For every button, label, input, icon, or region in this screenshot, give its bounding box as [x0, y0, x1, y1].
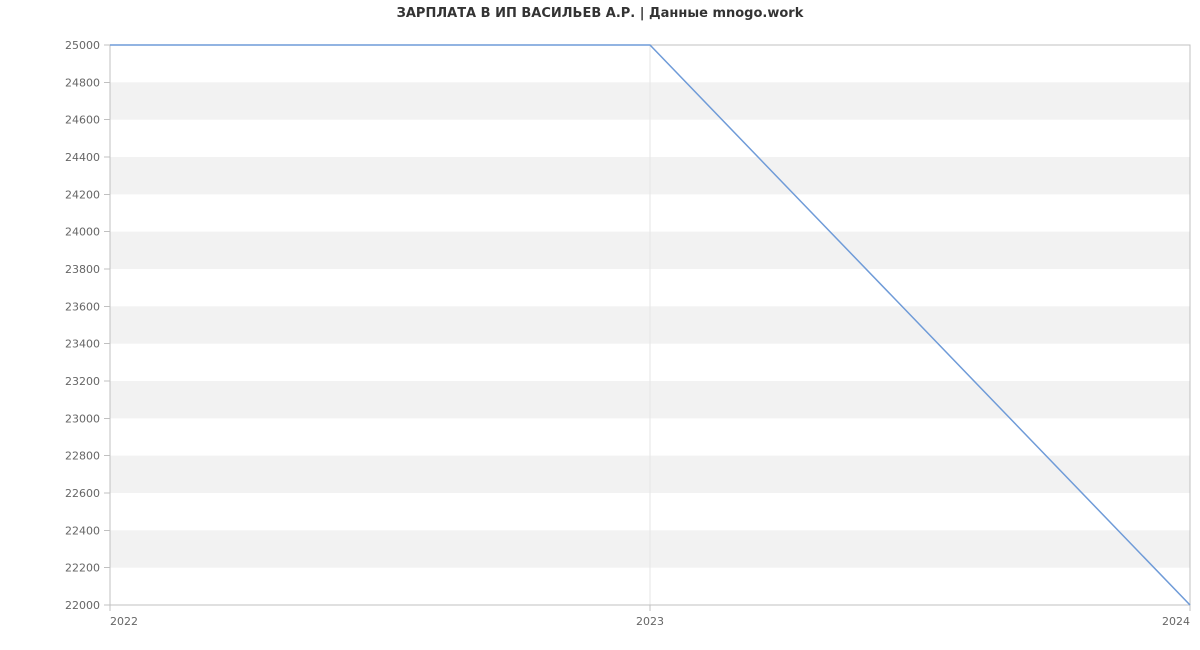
xtick-label: 2024 — [1162, 615, 1190, 628]
ytick-label: 24600 — [65, 114, 100, 127]
ytick-label: 22800 — [65, 450, 100, 463]
ytick-label: 22000 — [65, 599, 100, 612]
ytick-label: 24200 — [65, 188, 100, 201]
ytick-label: 24400 — [65, 151, 100, 164]
ytick-label: 22200 — [65, 562, 100, 575]
ytick-label: 24000 — [65, 226, 100, 239]
ytick-label: 23200 — [65, 375, 100, 388]
chart-title: ЗАРПЛАТА В ИП ВАСИЛЬЕВ А.Р. | Данные mno… — [0, 6, 1200, 21]
ytick-label: 22600 — [65, 487, 100, 500]
xtick-label: 2023 — [636, 615, 664, 628]
xtick-label: 2022 — [110, 615, 138, 628]
salary-line-chart: ЗАРПЛАТА В ИП ВАСИЛЬЕВ А.Р. | Данные mno… — [0, 0, 1200, 650]
ytick-label: 23400 — [65, 338, 100, 351]
ytick-label: 24800 — [65, 76, 100, 89]
ytick-label: 25000 — [65, 39, 100, 52]
ytick-label: 23800 — [65, 263, 100, 276]
chart-svg: 22000 22200 22400 22600 22800 23000 23200 23400… — [0, 0, 1200, 650]
ytick-label: 23600 — [65, 300, 100, 313]
ytick-label: 22400 — [65, 524, 100, 537]
ytick-label: 23000 — [65, 412, 100, 425]
